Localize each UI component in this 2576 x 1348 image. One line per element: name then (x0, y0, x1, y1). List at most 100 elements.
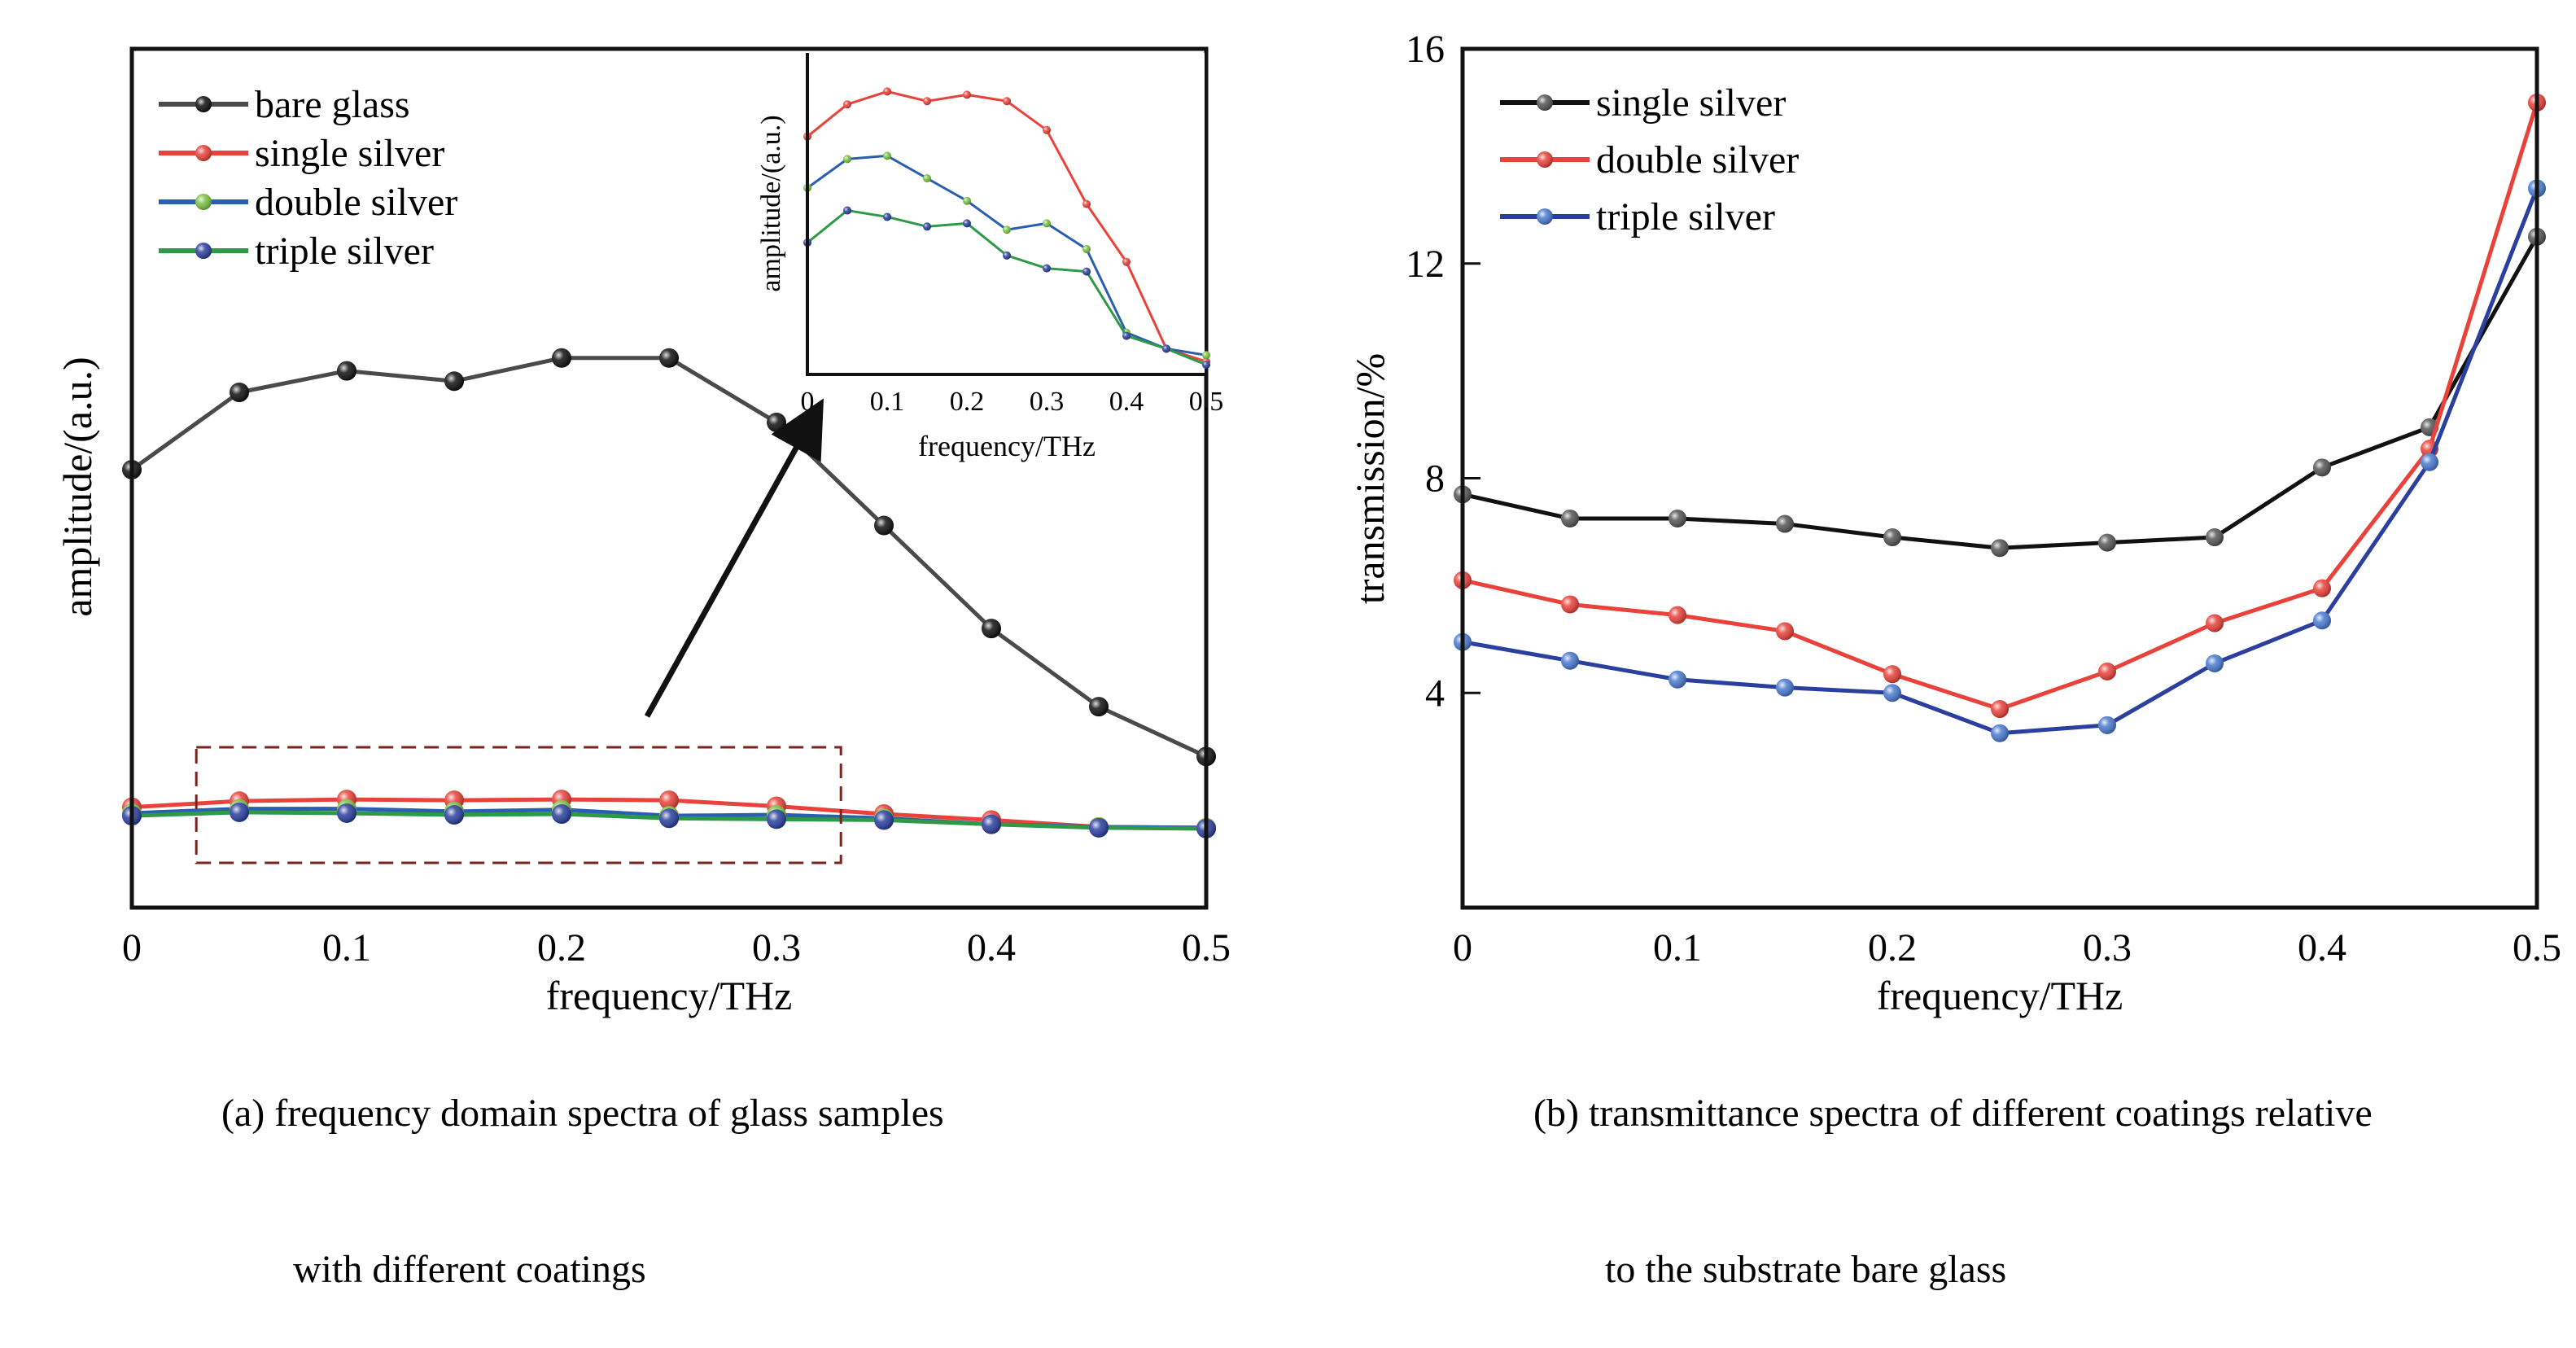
inset-point-shine (883, 212, 891, 221)
inset-x-tick-label: 0.1 (870, 387, 905, 417)
inset-point-shine (923, 97, 931, 106)
panel-a-x-tick-label: 0.5 (1182, 926, 1231, 969)
panel-a-legend-marker-shine (195, 194, 212, 210)
inset-axes (806, 53, 1206, 376)
panel-b-legend-marker-shine (1537, 151, 1553, 168)
panel-b-line-double-silver (1462, 102, 2539, 711)
inset-xlabel: frequency/THz (918, 430, 1096, 462)
panel-a-legend: bare glass single silver double silver trip… (159, 83, 457, 273)
panel-a-point-shine (982, 814, 1001, 834)
panel-a-point-shine (444, 371, 464, 392)
panel-a-caption: (a) frequency domain spectra of glass sa… (221, 983, 944, 1348)
inset-point-shine (1202, 361, 1210, 370)
panel-b-point-shine (1883, 528, 1901, 547)
panel-b-xlabel: frequency/THz (1877, 973, 2123, 1018)
panel-b-point-shine (2098, 533, 2116, 552)
panel-a-point-shine (230, 383, 249, 402)
panel-b-legend-marker-shine (1537, 94, 1553, 111)
panel-b-series (1454, 93, 2546, 742)
inset-point-shine (1043, 264, 1051, 273)
inset-x-tick-label: 0.3 (1030, 387, 1065, 417)
panel-b-x-tick-label: 0 (1453, 926, 1472, 969)
panel-b-legend-label-double-silver: double silver (1596, 138, 1799, 182)
inset-point-shine (1003, 97, 1011, 106)
panel-a-point-shine (552, 804, 571, 825)
inset-x-ticks: 0 0.1 0.2 0.3 0.4 0.5 (801, 387, 1224, 417)
panel-a-point-shine (874, 515, 894, 536)
inset-point-shine (1082, 199, 1091, 208)
panel-a-point-shine (337, 361, 356, 381)
panel-a-series (122, 348, 1216, 838)
panel-b-x-tick-label: 0.1 (1653, 926, 1702, 969)
panel-b-y-tick-label: 16 (1406, 28, 1445, 71)
panel-a-point-shine (230, 802, 249, 822)
panel-b: 0 0.1 0.2 0.3 0.4 0.5 4 8 12 16 frequency/THz tr… (1347, 28, 2561, 1018)
inset-point-shine (883, 87, 891, 96)
zoom-box (195, 746, 842, 864)
panel-a-x-tick-label: 0.2 (537, 926, 586, 969)
panel-a-xlabel: frequency/THz (546, 973, 793, 1018)
panel-b-point-shine (2313, 458, 2331, 477)
panel-b-y-tick-label: 12 (1406, 243, 1445, 286)
inset-point-shine (843, 155, 851, 164)
panel-b-point-shine (1668, 606, 1686, 624)
panel-b-point-shine (1561, 595, 1579, 614)
panel-b-point-shine (1668, 670, 1686, 689)
panel-b-x-ticks: 0 0.1 0.2 0.3 0.4 0.5 (1453, 926, 2561, 969)
panel-b-y-ticks: 4 8 12 16 (1406, 28, 1480, 715)
panel-b-point-shine (1991, 724, 2009, 742)
panel-b-point-shine (1561, 651, 1579, 670)
panel-a-point-shine (659, 790, 679, 811)
inset-ylabel: amplitude/(a.u.) (756, 115, 786, 291)
panel-a-point-shine (659, 808, 679, 829)
panel-b-caption-line1: (b) transmittance spectra of different c… (1533, 1092, 2373, 1135)
inset-point-shine (1082, 267, 1091, 276)
panel-a-legend-label-single-silver: single silver (255, 132, 444, 175)
inset-series (803, 87, 1210, 370)
panel-b-caption-line2: to the substrate bare glass (1605, 1248, 2007, 1291)
inset-point-shine (843, 100, 851, 109)
panel-b-x-tick-label: 0.3 (2083, 926, 2132, 969)
inset-x-tick-label: 0 (801, 387, 815, 417)
inset-point-shine (1202, 351, 1210, 360)
panel-a-line-bare-glass (130, 356, 1208, 759)
panel-a-point-shine (1089, 817, 1109, 838)
panel-b-point-shine (2206, 654, 2224, 672)
panel-b-point-shine (1776, 514, 1794, 533)
inset-point-shine (963, 196, 971, 205)
panel-a-x-ticks: 0 0.1 0.2 0.3 0.4 0.5 (122, 926, 1231, 969)
panel-b-point-shine (1776, 678, 1794, 697)
zoom-arrow (644, 398, 824, 718)
inset-x-tick-label: 0.5 (1189, 387, 1224, 417)
panel-b-point-shine (1668, 509, 1686, 527)
panel-b-y-tick-label: 8 (1425, 457, 1445, 501)
panel-b-ylabel: transmission/% (1347, 353, 1393, 604)
panel-a-legend-label-double-silver: double silver (255, 181, 457, 224)
panel-a-point-shine (659, 348, 679, 368)
panel-b-point-shine (2098, 662, 2116, 681)
panel-a-legend-label-bare-glass: bare glass (255, 83, 410, 126)
panel-b-line-single-silver (1462, 235, 2539, 550)
panel-a-legend-label-triple-silver: triple silver (255, 230, 434, 273)
panel-b-point-shine (1883, 684, 1901, 702)
panel-a-caption-line1: (a) frequency domain spectra of glass sa… (221, 1092, 944, 1135)
panel-a-caption-line2: with different coatings (293, 1248, 646, 1291)
panel-a: 0 0.1 0.2 0.3 0.4 0.5 frequency/THz amplitude… (55, 46, 1231, 1018)
panel-b-line-triple-silver (1462, 187, 2539, 736)
panel-b-point-shine (2206, 528, 2224, 547)
panel-a-point-shine (1089, 697, 1109, 717)
panel-a-point-shine (982, 619, 1001, 639)
panel-b-y-tick-label: 4 (1425, 672, 1445, 715)
panel-b-legend-label-triple-silver: triple silver (1596, 195, 1775, 239)
panel-a-x-tick-label: 0.1 (322, 926, 371, 969)
panel-b-legend-marker-shine (1537, 208, 1553, 225)
panel-b-legend-label-single-silver: single silver (1596, 81, 1786, 125)
panel-a-frame (129, 46, 1209, 910)
panel-a-point-shine (444, 805, 464, 825)
panel-b-caption: (b) transmittance spectra of different c… (1533, 983, 2373, 1348)
panel-b-x-tick-label: 0.5 (2513, 926, 2561, 969)
inset-point-shine (1003, 251, 1011, 260)
panel-a-ylabel: amplitude/(a.u.) (55, 357, 100, 616)
inset-x-tick-label: 0.4 (1109, 387, 1144, 417)
panel-b-x-tick-label: 0.2 (1868, 926, 1917, 969)
